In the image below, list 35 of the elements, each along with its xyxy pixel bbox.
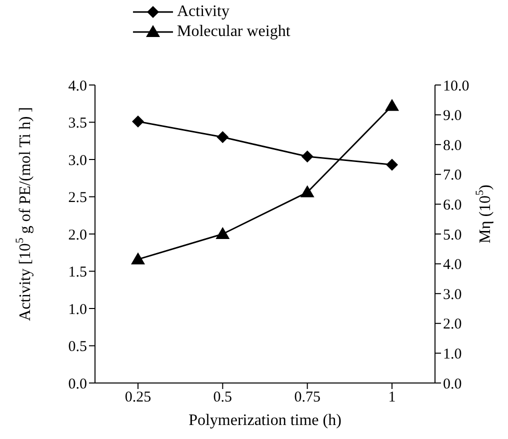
y-tick-label: 4.0 [68,78,87,94]
x-tick-label: 0.5 [213,390,232,406]
y2-tick-label: 1.0 [443,346,462,363]
legend-label: Activity [177,3,230,21]
y-tick-label: 0.5 [68,339,87,356]
point [300,185,314,198]
y2-tick-label: 7.0 [443,168,462,184]
y2-tick-label: 4.0 [443,257,462,274]
y-tick-label: 3.0 [68,152,87,169]
point [301,150,314,163]
y-tick-label: 0.0 [68,376,87,392]
y2-tick-label: 5.0 [443,227,462,244]
point [216,227,230,239]
y-tick-label: 3.5 [68,116,87,132]
point [216,131,229,144]
y2-tick-label: 2.0 [443,316,462,333]
x-tick-label: 1 [388,390,396,406]
legend-label: Molecular weight [177,23,290,41]
y-tick-label: 1.0 [68,302,87,318]
y2-tick-label: 8.0 [443,138,462,154]
y2-tick-label: 0.0 [443,376,462,392]
x-tick-label: 0.75 [294,390,320,406]
y2-tick-label: 9.0 [443,108,462,124]
point [131,252,145,264]
point [385,98,399,111]
x-tick-label: 0.25 [124,390,152,406]
y-tick-label: 2.0 [68,227,87,244]
point [386,158,398,171]
y-tick-label: 2.5 [68,190,87,206]
y2-tick-label: 6.0 [443,198,462,214]
y2-tick-label: 3.0 [443,286,462,303]
y-tick-label: 1.5 [68,264,87,281]
x-axis-title: Polymerization time (h) [188,412,342,429]
point [132,116,144,128]
y2-tick-label: 10.0 [443,78,470,94]
